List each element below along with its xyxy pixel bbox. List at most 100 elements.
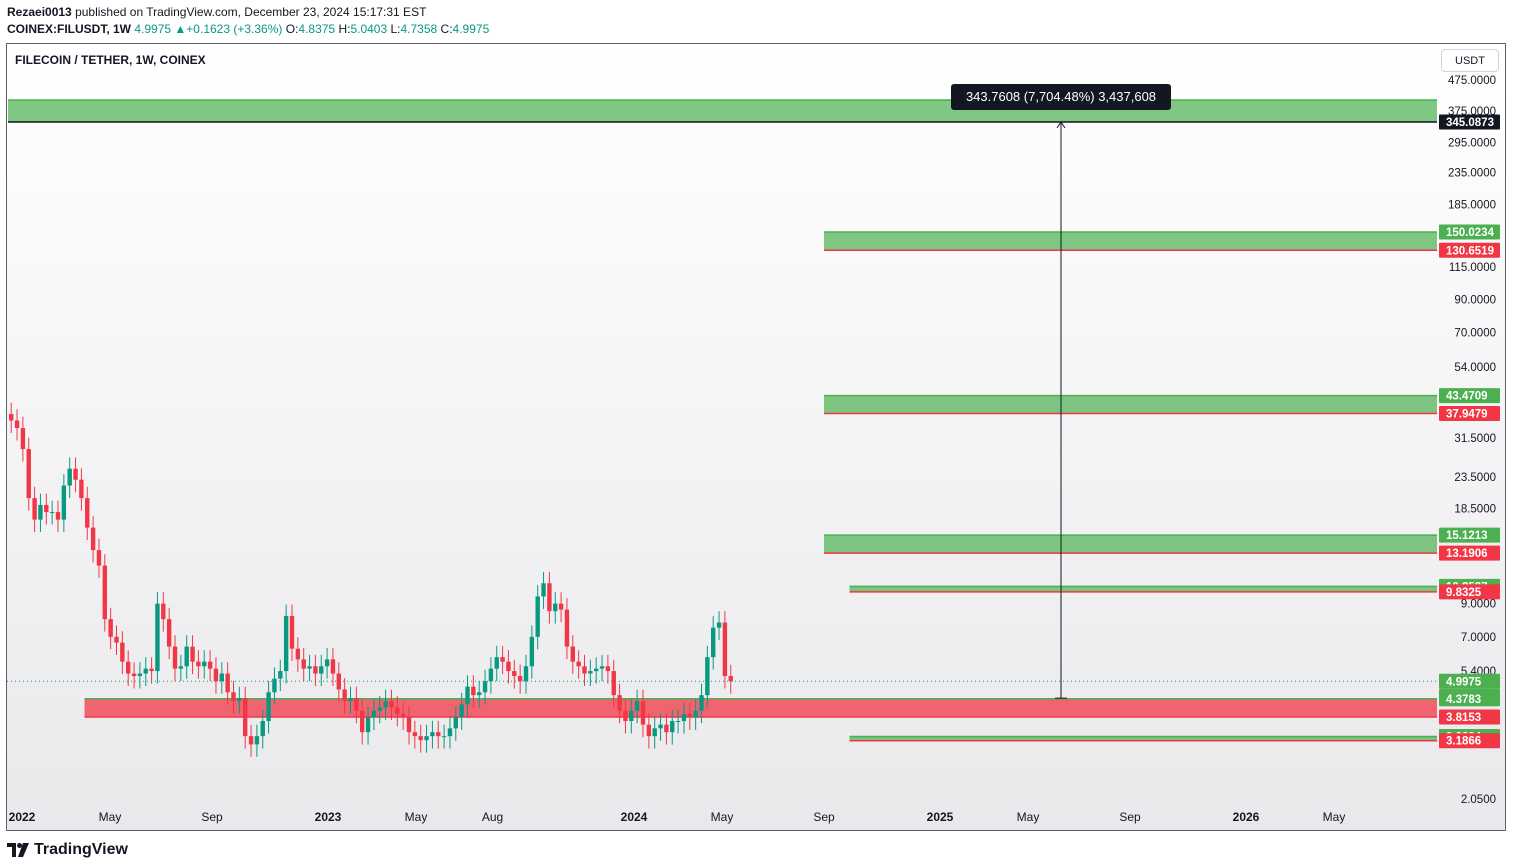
tradingview-logo[interactable]: TradingView: [7, 840, 128, 860]
candle: [79, 468, 84, 511]
candle: [330, 648, 336, 687]
candle-body: [190, 646, 195, 662]
candle: [436, 720, 441, 749]
candle: [711, 616, 716, 670]
candle-body: [640, 701, 646, 725]
candle: [102, 554, 107, 632]
candle-body: [313, 666, 318, 674]
candle: [693, 699, 698, 730]
candle-body: [149, 668, 154, 672]
candle: [278, 659, 283, 692]
candle-body: [465, 686, 470, 705]
candle: [588, 659, 593, 687]
candle-body: [184, 646, 189, 667]
candle-body: [283, 615, 289, 672]
chart-title: FILECOIN / TETHER, 1W, COINEX: [15, 53, 206, 67]
x-tick-label: May: [99, 810, 122, 824]
candle-body: [324, 659, 330, 667]
candle-body: [371, 710, 377, 718]
candle-body: [225, 673, 230, 693]
candle-body: [79, 479, 84, 499]
candle-body: [161, 603, 166, 620]
y-tick-label: 185.0000: [1448, 199, 1496, 211]
candle-body: [278, 671, 283, 679]
y-tick-label: 295.0000: [1448, 138, 1496, 150]
candle-body: [377, 707, 382, 711]
candle: [32, 486, 37, 533]
candle-body: [196, 661, 201, 667]
candle: [237, 686, 242, 714]
candle-body: [395, 707, 400, 715]
zone-3: [824, 535, 1437, 554]
price-tag-label: 3.1866: [1446, 736, 1481, 748]
candle: [383, 689, 388, 720]
ohlc-legend: COINEX:FILUSDT, 1W 4.9975 ▲+0.1623 (+3.3…: [7, 22, 489, 36]
candle: [73, 457, 78, 493]
candle-body: [61, 485, 67, 520]
candle: [120, 631, 125, 675]
candle: [377, 696, 382, 724]
y-tick-label: 9.0000: [1461, 599, 1496, 611]
candle-body: [675, 721, 681, 723]
candle-body: [301, 659, 306, 669]
candle: [365, 706, 371, 745]
candle-body: [588, 671, 593, 674]
candle-body: [576, 661, 581, 667]
candle-body: [354, 698, 359, 711]
open-label: O:: [285, 22, 299, 36]
candle: [371, 699, 377, 730]
candle-body: [126, 661, 131, 674]
candle-body: [237, 698, 242, 702]
price-tag: 345.0873: [1439, 114, 1500, 130]
candle-body: [623, 710, 628, 722]
candle: [634, 689, 640, 724]
price-tag-bg: [1439, 691, 1500, 707]
candle-body: [535, 596, 540, 637]
price-tag: 3.8153: [1439, 709, 1500, 725]
candle-body: [289, 615, 295, 649]
price-tag-label: 9.8325: [1446, 587, 1482, 599]
published-text: published on TradingView.com, December 2…: [75, 5, 427, 19]
candle-body: [453, 717, 458, 729]
candle: [260, 709, 265, 749]
candle: [307, 654, 312, 682]
currency-button[interactable]: USDT: [1441, 49, 1499, 72]
candle: [295, 637, 301, 672]
price-tag-bg: [1439, 388, 1500, 404]
x-tick-label: May: [1017, 810, 1040, 824]
price-tag-label: 43.4709: [1446, 391, 1488, 403]
candle-body: [582, 666, 587, 674]
candle: [412, 720, 418, 749]
candle: [722, 611, 728, 689]
close-label: C:: [440, 22, 453, 36]
candle: [348, 686, 353, 714]
candle-body: [389, 701, 394, 708]
candle: [640, 689, 646, 738]
candle: [459, 692, 464, 730]
candle: [149, 657, 154, 684]
candle-body: [693, 710, 698, 718]
candle-body: [471, 686, 476, 696]
chart-frame: [6, 43, 1506, 831]
x-tick-label: 2025: [927, 810, 954, 824]
candle-body: [482, 681, 488, 693]
x-tick-label: 2022: [9, 810, 36, 824]
candle: [9, 402, 14, 433]
author-name[interactable]: Rezaei0013: [7, 5, 72, 19]
candle: [38, 493, 43, 533]
candle: [447, 716, 453, 749]
zone-1: [824, 232, 1437, 251]
candle-body: [67, 468, 72, 486]
candle-body: [102, 565, 107, 620]
candle-body: [55, 512, 61, 520]
candle-body: [49, 512, 55, 514]
candle: [576, 650, 581, 679]
zone-0: [8, 100, 1437, 122]
candle-body: [418, 736, 423, 741]
candle: [453, 706, 458, 741]
x-tick-label: Sep: [1119, 810, 1141, 824]
candle-body: [143, 668, 148, 674]
candle-body: [20, 428, 26, 450]
candle: [166, 607, 172, 660]
